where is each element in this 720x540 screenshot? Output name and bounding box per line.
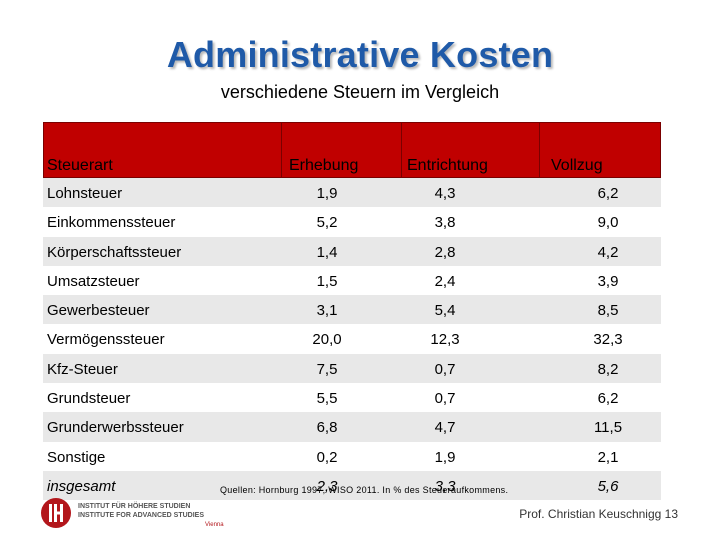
header-steuerart: Steuerart: [47, 157, 113, 174]
cell-erhebung: 7,5: [316, 360, 338, 378]
table-row: Vermögenssteuer 20,0 12,3 32,3: [43, 324, 661, 354]
cell-vollzug: 2,1: [597, 448, 619, 466]
logo-line3: Vienna: [205, 522, 224, 528]
ihs-logo: INSTITUT FÜR HÖHERE STUDIEN INSTITUTE FO…: [41, 498, 224, 528]
cell-steuerart: Grunderwerbssteuer: [47, 419, 184, 437]
cell-vollzug: 3,9: [597, 272, 619, 290]
cell-steuerart: Einkommenssteuer: [47, 214, 176, 232]
cell-steuerart: Vermögenssteuer: [47, 331, 165, 349]
cell-erhebung: 3,1: [316, 302, 338, 320]
cell-erhebung: 2,3: [316, 477, 338, 495]
cell-entrichtung: 2,8: [434, 243, 456, 261]
cell-steuerart: Sonstige: [47, 448, 106, 466]
cell-vollzug: 6,2: [597, 185, 619, 202]
cell-steuerart: Körperschaftssteuer: [47, 243, 182, 261]
cell-entrichtung: 3,3: [434, 477, 456, 495]
header-entrichtung: Entrichtung: [407, 157, 488, 174]
header-vollzug: Vollzug: [551, 157, 603, 174]
table-row: Grundsteuer 5,5 0,7 6,2: [43, 383, 661, 413]
table-row: Gewerbesteuer 3,1 5,4 8,5: [43, 295, 661, 325]
cell-steuerart: Lohnsteuer: [47, 185, 123, 202]
table-row-total: insgesamt 2,3 3,3 5,6: [43, 470, 661, 501]
table-row: Kfz-Steuer 7,5 0,7 8,2: [43, 353, 661, 384]
cell-erhebung: 0,2: [316, 448, 338, 466]
cell-vollzug: 9,0: [597, 214, 619, 232]
cell-entrichtung: 4,7: [434, 419, 456, 437]
cell-entrichtung: 0,7: [434, 360, 456, 378]
cell-steuerart: Grundsteuer: [47, 390, 131, 408]
logo-line2: INSTITUTE FOR ADVANCED STUDIES: [78, 512, 204, 519]
table-row: Sonstige 0,2 1,9 2,1: [43, 441, 661, 471]
cell-vollzug: 32,3: [593, 331, 623, 349]
cell-vollzug: 4,2: [597, 243, 619, 261]
table-row: Einkommenssteuer 5,2 3,8 9,0: [43, 207, 661, 237]
cell-entrichtung: 2,4: [434, 272, 456, 290]
cell-erhebung: 5,5: [316, 390, 338, 408]
cell-erhebung: 1,5: [316, 272, 338, 290]
cell-steuerart: Kfz-Steuer: [47, 360, 118, 378]
cell-vollzug: 5,6: [597, 477, 619, 495]
cost-table: Steuerart Erhebung Entrichtung Vollzug L…: [43, 122, 661, 501]
cell-entrichtung: 12,3: [430, 331, 460, 349]
logo-line1: INSTITUT FÜR HÖHERE STUDIEN: [78, 501, 190, 510]
cell-entrichtung: 5,4: [434, 302, 456, 320]
slide-subtitle: verschiedene Steuern im Vergleich: [220, 82, 500, 102]
cell-vollzug: 8,5: [597, 302, 619, 320]
cell-steuerart: Gewerbesteuer: [47, 302, 150, 320]
header-erhebung: Erhebung: [289, 157, 359, 174]
table-header: Steuerart Erhebung Entrichtung Vollzug: [43, 122, 661, 178]
cell-erhebung: 5,2: [316, 214, 338, 232]
source-note: Quellen: Hornburg 1997, WISO 2011. In % …: [220, 485, 509, 495]
cell-entrichtung: 3,8: [434, 214, 456, 232]
cell-vollzug: 8,2: [597, 360, 619, 378]
cell-steuerart: Umsatzsteuer: [47, 272, 140, 290]
header-divider: [539, 122, 540, 178]
cell-entrichtung: 1,9: [434, 448, 456, 466]
cell-vollzug: 6,2: [597, 390, 619, 408]
header-divider: [401, 122, 402, 178]
table-row: Umsatzsteuer 1,5 2,4 3,9: [43, 265, 661, 296]
table-row: Lohnsteuer 1,9 4,3 6,2: [43, 178, 661, 208]
cell-entrichtung: 0,7: [434, 390, 456, 408]
cell-erhebung: 1,4: [316, 243, 338, 261]
cell-erhebung: 6,8: [316, 419, 338, 437]
cell-vollzug: 11,5: [593, 419, 623, 437]
cell-erhebung: 20,0: [312, 331, 342, 349]
footer-author: Prof. Christian Keuschnigg 13: [519, 507, 678, 521]
table-row: Körperschaftssteuer 1,4 2,8 4,2: [43, 236, 661, 266]
slide-title: Administrative Kosten: [166, 34, 554, 75]
cell-steuerart: insgesamt: [47, 477, 116, 495]
cell-entrichtung: 4,3: [434, 185, 456, 202]
header-divider: [281, 122, 282, 178]
cell-erhebung: 1,9: [316, 185, 338, 202]
table-row: Grunderwerbssteuer 6,8 4,7 11,5: [43, 412, 661, 442]
